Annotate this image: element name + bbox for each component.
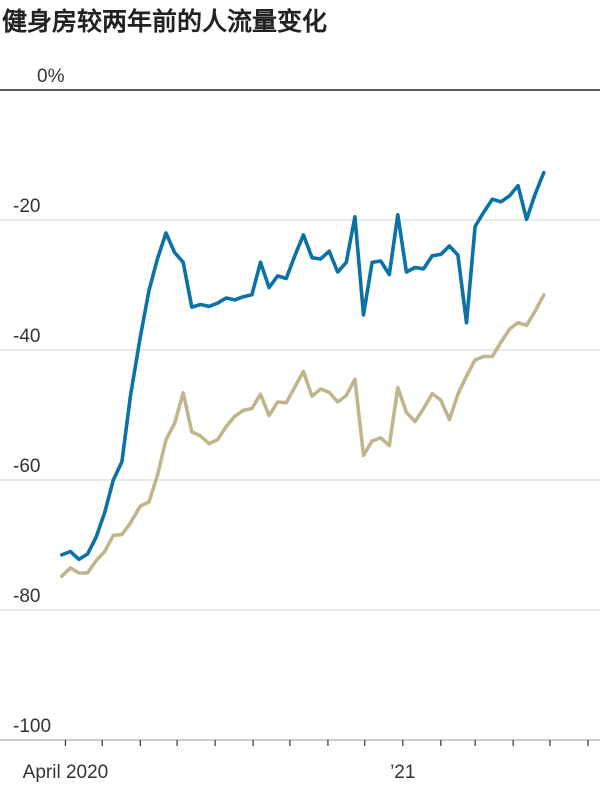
y-tick-label-4: -80 (13, 586, 40, 607)
y-tick-label-5: -100 (13, 716, 51, 737)
y-tick-label-3: -60 (13, 456, 40, 477)
x-tick-label-1: ’21 (390, 762, 415, 783)
series-line-1 (60, 293, 546, 578)
chart-title: 健身房较两年前的人流量变化 (2, 7, 328, 36)
y-axis-labels: 0% -20 -40 -60 -80 -100 (13, 66, 65, 737)
y-tick-label-1: -20 (13, 196, 40, 217)
y-tick-label-2: -40 (13, 326, 40, 347)
x-tick-label-0: April 2020 (23, 762, 109, 783)
gridlines (0, 89, 600, 741)
y-tick-label-0: 0% (37, 66, 65, 87)
series-line-0 (60, 170, 546, 562)
series-layer (60, 170, 546, 578)
x-axis: April 2020 ’21 (23, 740, 589, 783)
